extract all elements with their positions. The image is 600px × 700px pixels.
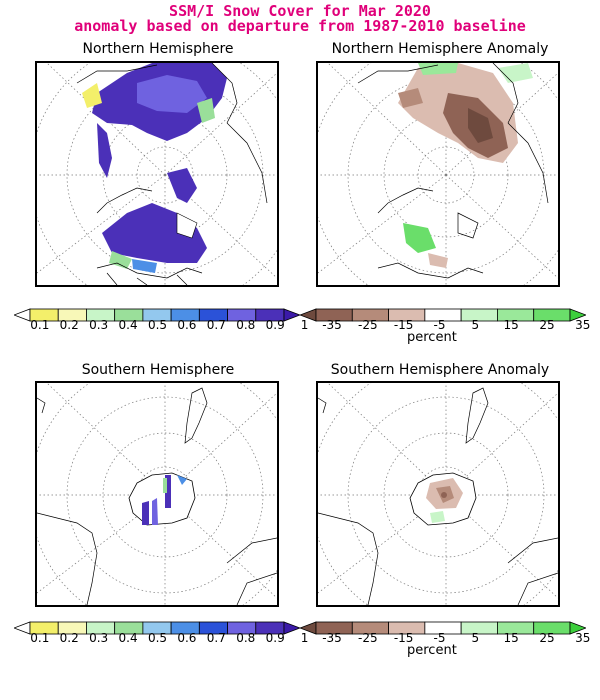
cover-color-swatch bbox=[283, 621, 300, 635]
anomaly-tick-label: 15 bbox=[503, 318, 519, 332]
anomaly-unit-bottom: percent bbox=[407, 643, 457, 658]
anomaly-colorbar-bottom-labels: -35 -25 -15 -5 5 15 25 35 bbox=[316, 631, 599, 645]
anomaly-color-swatch bbox=[300, 308, 317, 322]
coastlines bbox=[318, 387, 558, 605]
cover-tick-label: 1 bbox=[300, 318, 309, 332]
eurasia-anomaly-green2 bbox=[498, 63, 533, 83]
cover-tick-label: 0.1 bbox=[30, 318, 50, 332]
north-america-snow-edge-blue bbox=[132, 259, 157, 273]
anomaly-colorbar-top-labels: -35 -25 -15 -5 5 15 25 35 bbox=[316, 318, 599, 332]
north-america-anomaly-brown bbox=[428, 253, 448, 268]
coastlines bbox=[37, 387, 277, 605]
cover-tick-label: 0.7 bbox=[206, 318, 226, 332]
anomaly-tick-label: -35 bbox=[322, 631, 342, 645]
anomaly-colorbar-top bbox=[300, 308, 586, 322]
scandinavia-snow bbox=[97, 123, 112, 178]
arctic-islands-snow bbox=[167, 168, 197, 203]
cover-tick-label: 0.9 bbox=[265, 318, 285, 332]
anomaly-tick-label: 25 bbox=[539, 631, 555, 645]
cover-colorbar-bottom bbox=[14, 621, 300, 635]
coastlines bbox=[357, 63, 549, 279]
anomaly-tick-label: 35 bbox=[575, 318, 591, 332]
cover-tick-label: 0.9 bbox=[265, 631, 285, 645]
eurasia-snow-edge bbox=[197, 98, 215, 123]
anomaly-tick-label: -25 bbox=[358, 318, 378, 332]
eurasia-anomaly-west bbox=[398, 88, 423, 108]
anomaly-tick-label: 5 bbox=[471, 318, 480, 332]
anomaly-unit-top: percent bbox=[407, 330, 457, 345]
nh-anomaly-panel-title: Northern Hemisphere Anomaly bbox=[331, 41, 549, 57]
nh-anomaly-map bbox=[316, 61, 560, 287]
antarctica-anomaly-green bbox=[430, 511, 445, 523]
anomaly-tick-label: 15 bbox=[503, 631, 519, 645]
cover-tick-label: 0.8 bbox=[236, 318, 256, 332]
cover-tick-label: 1 bbox=[300, 631, 309, 645]
cover-tick-label: 0.6 bbox=[177, 318, 197, 332]
cover-tick-label: 0.3 bbox=[89, 631, 109, 645]
antarctica-snow-strip1 bbox=[142, 501, 149, 525]
hudson-bay bbox=[176, 212, 198, 239]
antarctica-anomaly-center bbox=[441, 492, 447, 498]
nh-panel-title: Northern Hemisphere bbox=[82, 41, 234, 57]
cover-tick-label: 0.1 bbox=[30, 631, 50, 645]
cover-colorbar-top bbox=[14, 308, 300, 322]
eurasia-snow-edge-yellow bbox=[82, 83, 102, 108]
sh-panel-title: Southern Hemisphere bbox=[81, 362, 235, 378]
cover-tick-label: 0.4 bbox=[118, 631, 138, 645]
anomaly-color-swatch bbox=[300, 621, 317, 635]
cover-tick-label: 0.8 bbox=[236, 631, 256, 645]
sh-snow-cover-map bbox=[35, 381, 279, 607]
cover-colorbar-bottom-labels: 0.1 0.2 0.3 0.4 0.5 0.6 0.7 0.8 0.9 1 bbox=[27, 631, 317, 645]
anomaly-tick-label: -25 bbox=[358, 631, 378, 645]
anomaly-tick-label: -5 bbox=[433, 318, 446, 332]
cover-tick-label: 0.7 bbox=[206, 631, 226, 645]
anomaly-tick-label: -35 bbox=[322, 318, 342, 332]
anomaly-colorbar-bottom bbox=[300, 621, 586, 635]
anomaly-tick-label: 35 bbox=[575, 631, 591, 645]
antarctica-snow-green bbox=[163, 478, 167, 493]
cover-tick-label: 0.2 bbox=[59, 631, 79, 645]
figure-title-line1: SSM/I Snow Cover for Mar 2020 bbox=[169, 2, 431, 20]
anomaly-tick-label: -15 bbox=[393, 631, 414, 645]
nh-snow-cover-map bbox=[35, 61, 279, 287]
anomaly-color-swatch bbox=[569, 621, 586, 635]
cover-colorbar-top-labels: 0.1 0.2 0.3 0.4 0.5 0.6 0.7 0.8 0.9 1 bbox=[27, 318, 317, 332]
north-america-anomaly-green bbox=[403, 223, 436, 253]
coastlines bbox=[76, 63, 268, 285]
anomaly-tick-label: -5 bbox=[433, 631, 446, 645]
cover-tick-label: 0.5 bbox=[147, 318, 168, 332]
cover-color-swatch bbox=[283, 308, 300, 322]
antarctica-snow-strip2 bbox=[152, 498, 158, 525]
sh-anomaly-panel-title: Southern Hemisphere Anomaly bbox=[330, 362, 550, 378]
anomaly-tick-label: -15 bbox=[393, 318, 414, 332]
antarctica-snow-blue bbox=[177, 475, 187, 485]
cover-tick-label: 0.5 bbox=[147, 631, 168, 645]
anomaly-tick-label: 5 bbox=[471, 631, 480, 645]
cover-tick-label: 0.2 bbox=[59, 318, 79, 332]
figure-title-line2: anomaly based on departure from 1987-201… bbox=[74, 17, 526, 35]
anomaly-color-swatch bbox=[569, 308, 586, 322]
eurasia-snow-inner bbox=[137, 75, 207, 113]
cover-tick-label: 0.4 bbox=[118, 318, 138, 332]
anomaly-tick-label: 25 bbox=[539, 318, 555, 332]
sh-anomaly-map bbox=[316, 381, 560, 607]
cover-tick-label: 0.3 bbox=[89, 318, 109, 332]
north-america-snow-edge bbox=[109, 251, 132, 269]
eurasia-anomaly-green bbox=[418, 63, 458, 75]
eurasia-anomaly-darkest bbox=[468, 108, 493, 143]
cover-tick-label: 0.6 bbox=[177, 631, 197, 645]
